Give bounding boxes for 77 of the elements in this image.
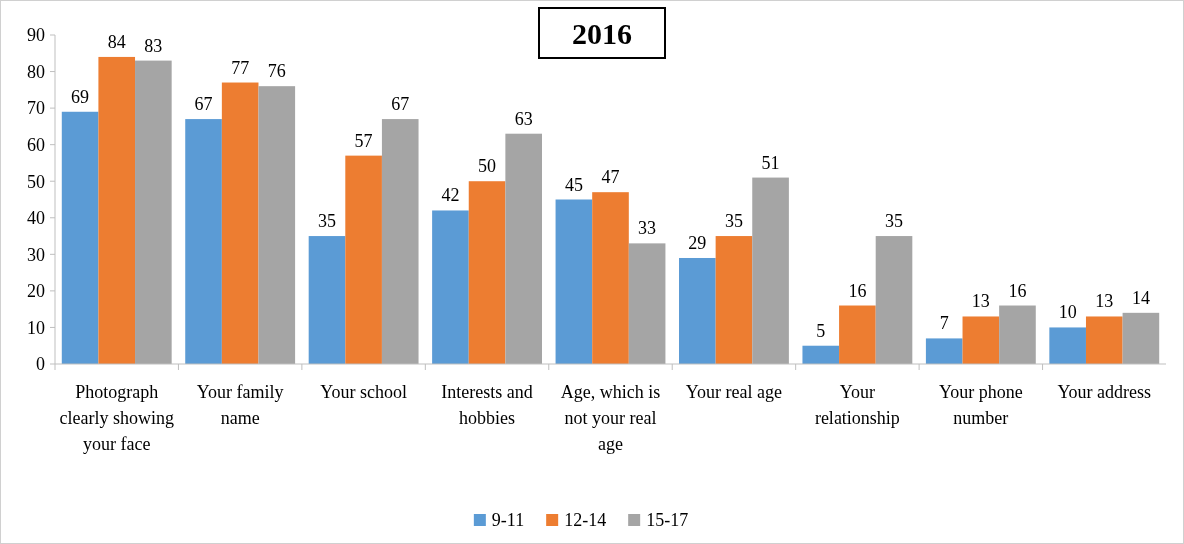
bar [839,305,876,364]
y-tick-label: 10 [27,317,45,338]
data-label: 67 [194,94,213,115]
bar [135,60,172,364]
bar [345,155,382,364]
bar [875,236,913,364]
data-label: 51 [761,152,780,173]
y-tick-label: 30 [27,244,45,265]
data-label: 5 [816,320,826,341]
data-label: 63 [514,108,533,129]
data-label: 69 [71,86,90,107]
data-label: 47 [601,167,620,188]
data-label: 29 [688,232,707,253]
data-label: 67 [391,94,410,115]
y-tick-label: 50 [27,171,45,192]
x-tick-label: Your school [320,382,407,402]
data-label: 16 [848,280,867,301]
bar [1085,316,1123,364]
bar [592,192,629,364]
legend-label: 15-17 [646,510,689,531]
legend-label: 12-14 [564,510,607,531]
data-label: 84 [107,31,126,52]
bar [381,119,419,364]
data-label: 16 [1008,280,1027,301]
bar [505,133,542,364]
data-label: 42 [441,185,460,206]
x-tick-label: Your family name [196,382,284,428]
bar [962,316,1000,364]
bar [999,305,1036,364]
x-tick-label: Your address [1057,382,1152,402]
y-tick-label: 80 [27,61,45,82]
data-label: 45 [564,174,583,195]
data-label: 13 [971,291,990,312]
x-tick-label: Age, which is not your real age [560,382,661,454]
data-label: 57 [354,130,373,151]
bar [98,56,136,364]
data-label: 14 [1131,287,1150,308]
chart-title: 2016 [572,17,632,50]
legend-label: 9-11 [491,510,525,531]
data-label: 50 [478,156,497,177]
bar [258,86,296,364]
data-label: 77 [231,57,250,78]
bar [308,236,346,364]
bar [628,243,666,364]
bar [61,111,99,364]
bar [925,338,963,364]
data-label: 10 [1058,302,1077,323]
y-tick-label: 70 [27,98,45,119]
bar [715,236,753,364]
bar [802,345,840,364]
data-label: 35 [885,211,904,232]
x-tick-label: Your relationship [814,382,900,428]
y-tick-label: 60 [27,134,45,155]
bar [432,210,469,364]
x-tick-label: Photograph clearly showing your face [59,382,174,454]
y-tick-label: 0 [36,354,45,375]
bar [679,257,716,364]
y-tick-label: 20 [27,281,45,302]
bar [752,177,789,364]
bar [555,199,593,364]
bar [468,181,506,364]
data-label: 35 [724,211,743,232]
bar [221,82,259,364]
data-label: 35 [317,211,336,232]
y-tick-label: 90 [27,25,45,46]
data-label: 83 [144,35,163,56]
data-label: 76 [267,61,286,82]
x-tick-label: Your phone number [938,382,1023,428]
y-tick-label: 40 [27,208,45,229]
data-label: 13 [1095,291,1114,312]
data-label: 7 [939,313,949,334]
x-tick-label: Interests and hobbies [441,382,533,428]
bar [185,119,222,364]
bar [1049,327,1086,364]
bar [1122,312,1160,364]
data-label: 33 [638,218,657,239]
x-tick-label: Your real age [685,382,783,402]
